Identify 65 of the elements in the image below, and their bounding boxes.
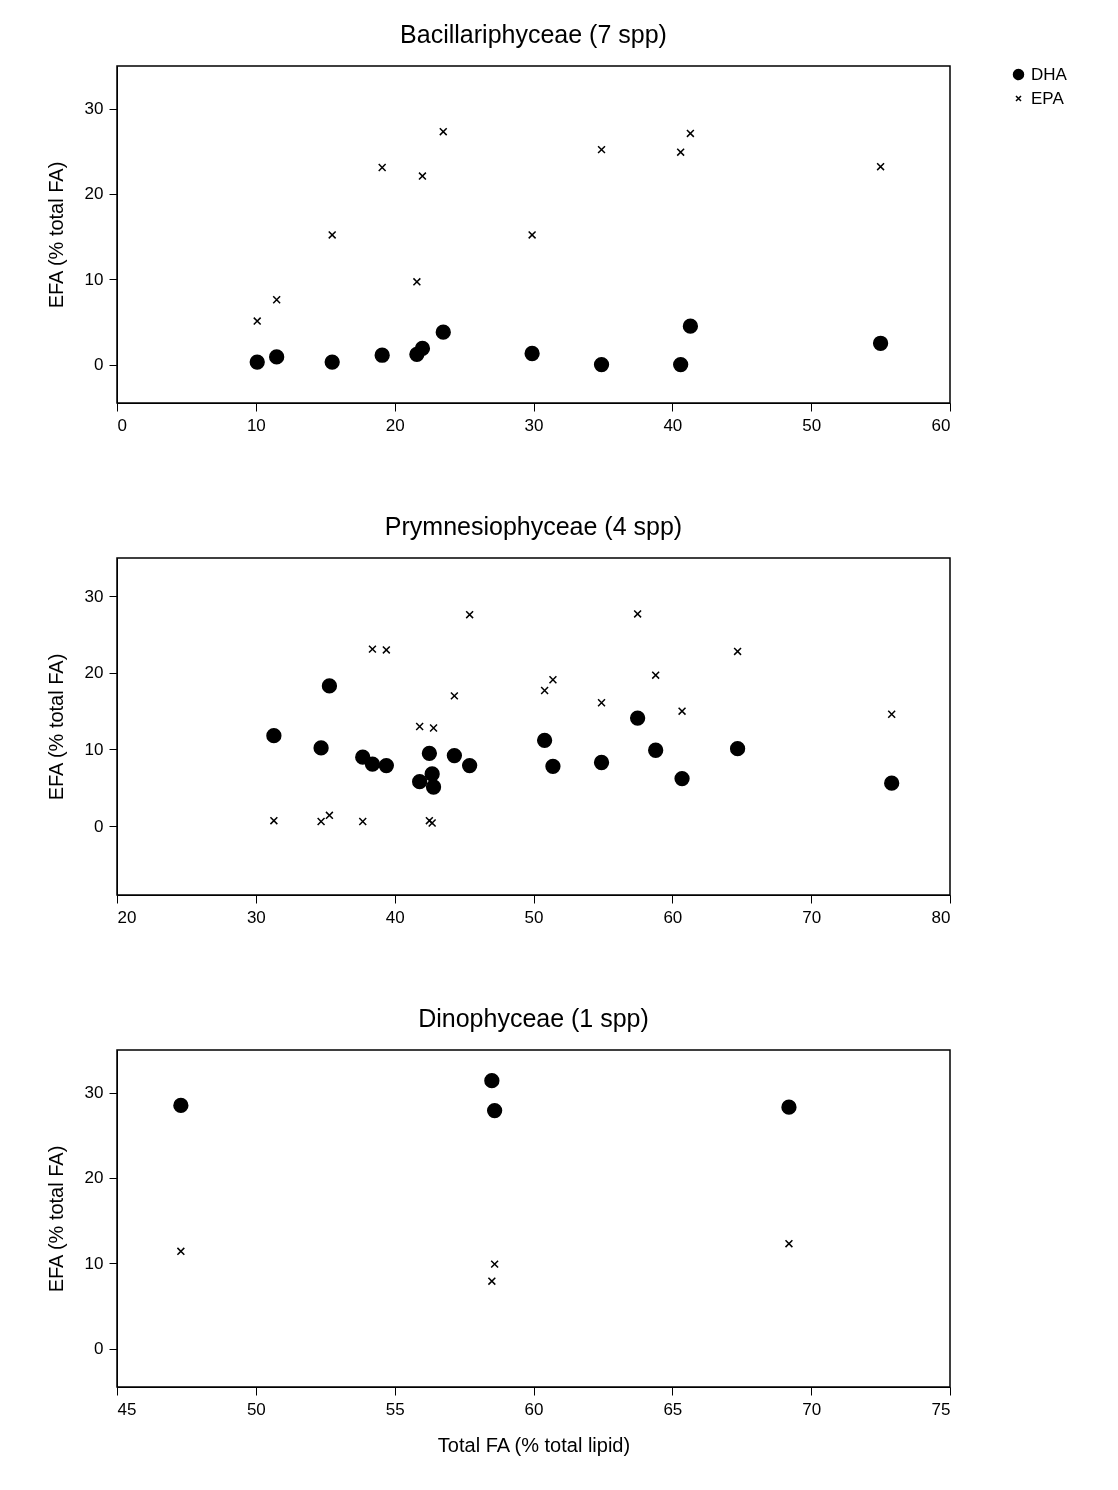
y-tick-label: 20 xyxy=(84,184,104,204)
point xyxy=(374,347,390,363)
x-tick-label: 45 xyxy=(117,1399,137,1419)
x-tick-label: 40 xyxy=(385,907,405,927)
x-tick-label: 60 xyxy=(663,907,683,927)
point xyxy=(593,356,610,373)
x-tick-label: 50 xyxy=(246,1399,266,1419)
point xyxy=(253,316,262,326)
point xyxy=(686,129,695,138)
point xyxy=(249,354,265,370)
x-tick-label: 20 xyxy=(117,907,137,927)
point xyxy=(597,145,606,154)
x-tick-label: 30 xyxy=(524,415,544,435)
chart-title: Prymnesiophyceae (4 spp) xyxy=(384,512,683,540)
y-tick-label: 30 xyxy=(84,1083,104,1103)
point xyxy=(676,147,685,157)
y-axis-title: EFA (% total FA) xyxy=(44,1145,67,1293)
x-tick-label: 80 xyxy=(931,907,951,927)
x-tick-label: 75 xyxy=(931,1399,951,1419)
point xyxy=(414,340,431,357)
x-tick-label: 70 xyxy=(802,907,822,927)
x-tick-label: 50 xyxy=(524,907,544,927)
point xyxy=(876,162,885,171)
point xyxy=(872,335,889,351)
y-tick-label: 30 xyxy=(84,99,104,119)
y-tick-label: 30 xyxy=(84,586,104,606)
point xyxy=(673,356,689,373)
legend-label: DHA xyxy=(1031,64,1068,84)
chart-title: Dinophyceae (1 spp) xyxy=(418,1004,649,1032)
x-tick-label: 50 xyxy=(802,415,822,435)
point xyxy=(377,163,387,172)
y-axis-title: EFA (% total FA) xyxy=(44,161,67,309)
point xyxy=(412,277,422,287)
x-tick-label: 70 xyxy=(802,1399,822,1419)
x-tick-label: 10 xyxy=(246,415,266,435)
point xyxy=(682,318,699,334)
y-tick-label: 0 xyxy=(94,816,104,836)
y-axis-title: EFA (% total FA) xyxy=(44,653,67,801)
point xyxy=(439,127,448,136)
y-tick-label: 10 xyxy=(84,1253,104,1273)
x-tick-label: 65 xyxy=(663,1399,683,1419)
point xyxy=(524,345,540,362)
point xyxy=(272,295,281,304)
point xyxy=(435,324,451,340)
legend-label: EPA xyxy=(1031,88,1065,108)
x-tick-label: 55 xyxy=(385,1399,405,1419)
y-tick-label: 20 xyxy=(84,663,104,683)
x-tick-label: 0 xyxy=(117,415,127,435)
point xyxy=(328,230,337,240)
y-tick-label: 10 xyxy=(84,739,104,759)
point xyxy=(269,349,285,365)
x-axis-title: Total FA (% total lipid) xyxy=(437,1433,631,1456)
y-tick-label: 20 xyxy=(84,1168,104,1188)
point xyxy=(527,230,537,240)
point xyxy=(324,354,340,370)
x-tick-label: 40 xyxy=(663,415,683,435)
y-tick-label: 10 xyxy=(84,269,104,289)
y-tick-label: 0 xyxy=(94,1339,104,1359)
x-tick-label: 60 xyxy=(524,1399,544,1419)
x-tick-label: 20 xyxy=(385,415,405,435)
chart-title: Bacillariphyceae (7 spp) xyxy=(400,20,667,48)
x-tick-label: 60 xyxy=(931,415,951,435)
x-tick-label: 30 xyxy=(246,907,266,927)
y-tick-label: 0 xyxy=(94,355,104,375)
point xyxy=(418,171,427,181)
